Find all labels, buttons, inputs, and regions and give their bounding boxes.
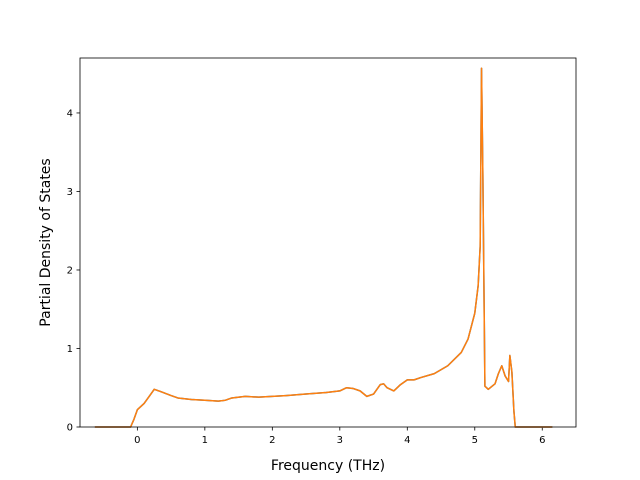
x-tick-label: 4 (404, 435, 410, 446)
y-tick-label: 1 (67, 344, 73, 355)
x-tick-label: 0 (134, 435, 140, 446)
y-tick-label: 4 (67, 108, 73, 119)
y-tick-label: 3 (67, 187, 73, 198)
x-tick-label: 2 (269, 435, 275, 446)
x-tick-label: 6 (539, 435, 545, 446)
x-axis-ticks: 0 1 2 3 4 5 6 (134, 427, 545, 446)
x-tick-label: 3 (337, 435, 343, 446)
x-tick-label: 5 (472, 435, 478, 446)
plot-frame (79, 57, 577, 428)
x-tick-label: 1 (202, 435, 208, 446)
y-tick-label: 0 (67, 423, 73, 434)
series-layer (94, 67, 553, 428)
y-axis-ticks: 0 1 2 3 4 (67, 108, 80, 434)
y-axis-label: Partial Density of States (38, 158, 54, 326)
series-line-2 (94, 67, 553, 428)
y-tick-label: 2 (67, 265, 73, 276)
x-axis-label: Frequency (THz) (271, 458, 385, 474)
